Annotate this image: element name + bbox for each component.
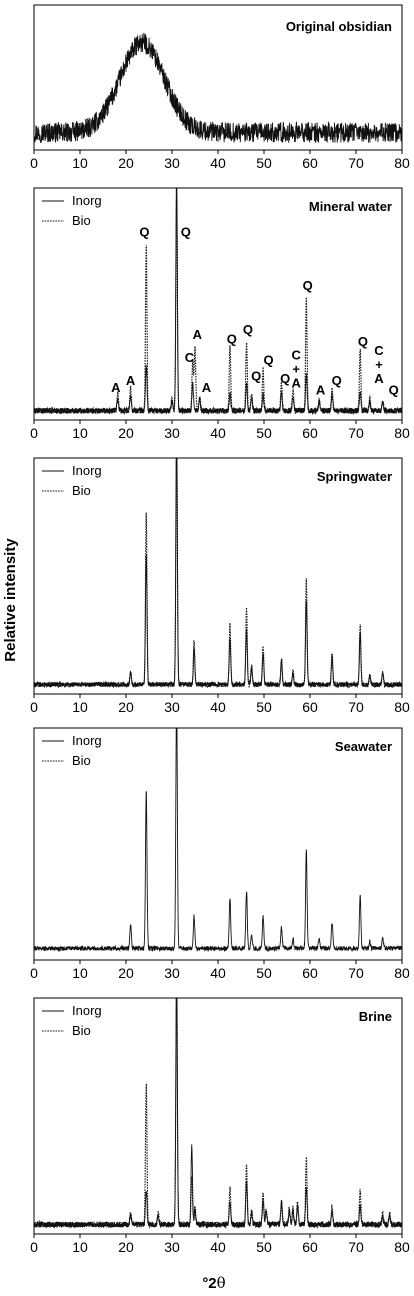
x-tick-label: 40 — [210, 425, 226, 441]
x-tick-label: 0 — [30, 1239, 38, 1255]
panel-title: Brine — [359, 1009, 392, 1024]
x-tick-label: 40 — [210, 155, 226, 171]
x-tick-label: 70 — [348, 425, 364, 441]
peak-label: A — [202, 380, 212, 395]
x-tick-label: 10 — [72, 155, 88, 171]
peak-label: Q — [251, 369, 261, 384]
x-tick-label: 60 — [302, 155, 318, 171]
peak-label: A — [316, 382, 326, 397]
chart-panel: 0 10 20 30 40 50 60 70 80 Springwater Inorg Bio — [30, 457, 410, 715]
legend-label-bio: Bio — [72, 1023, 91, 1038]
x-tick-label: 10 — [72, 965, 88, 981]
x-tick-label: 30 — [164, 425, 180, 441]
x-tick-label: 80 — [394, 699, 410, 715]
x-tick-label: 50 — [256, 1239, 272, 1255]
x-tick-label: 80 — [394, 155, 410, 171]
legend-label-inorg: Inorg — [72, 463, 102, 478]
peak-label: Q — [227, 331, 237, 346]
chart-panel: 0 10 20 30 40 50 60 70 80 Original obsidian — [30, 4, 410, 171]
x-axis-label: °2θ — [202, 1274, 225, 1292]
x-tick-label: 20 — [118, 965, 134, 981]
x-tick-label: 60 — [302, 1239, 318, 1255]
peak-label: C — [292, 348, 302, 363]
y-axis-label: Relative intensity — [2, 538, 19, 662]
panel-title: Original obsidian — [286, 19, 392, 34]
x-tick-label: 70 — [348, 699, 364, 715]
peak-label: A — [111, 380, 121, 395]
peak-label: C — [374, 343, 384, 358]
x-tick-label: 40 — [210, 699, 226, 715]
series-line-bio — [34, 196, 402, 416]
legend-label-bio: Bio — [72, 213, 91, 228]
x-tick-label: 60 — [302, 699, 318, 715]
legend-label-inorg: Inorg — [72, 193, 102, 208]
panel-title: Mineral water — [309, 199, 392, 214]
x-tick-label: 70 — [348, 1239, 364, 1255]
chart-panel: 0 10 20 30 40 50 60 70 80 Seawater Inorg Bio — [30, 727, 410, 981]
series-line-pattern — [34, 32, 402, 144]
panel-title: Springwater — [317, 469, 392, 484]
x-tick-label: 60 — [302, 425, 318, 441]
peak-label: A — [292, 376, 302, 391]
x-tick-label: 10 — [72, 1239, 88, 1255]
chart-panel: 0 10 20 30 40 50 60 70 80 Brine Inorg Bio — [30, 997, 410, 1255]
x-tick-label: 20 — [118, 1239, 134, 1255]
peak-label: + — [375, 357, 383, 372]
x-tick-label: 30 — [164, 155, 180, 171]
x-tick-label: 10 — [72, 699, 88, 715]
peak-label: Q — [303, 278, 313, 293]
panel-title: Seawater — [335, 739, 392, 754]
peak-label: Q — [243, 322, 253, 337]
peak-label: A — [126, 373, 136, 388]
x-tick-label: 10 — [72, 425, 88, 441]
x-tick-label: 30 — [164, 965, 180, 981]
peak-label: Q — [280, 371, 290, 386]
x-axis-label-theta: θ — [217, 1274, 226, 1292]
peak-label: C — [185, 350, 195, 365]
x-tick-label: 20 — [118, 425, 134, 441]
legend-label-bio: Bio — [72, 483, 91, 498]
x-tick-label: 70 — [348, 155, 364, 171]
x-tick-label: 80 — [394, 425, 410, 441]
x-tick-label: 20 — [118, 699, 134, 715]
x-tick-label: 0 — [30, 155, 38, 171]
peak-label: Q — [139, 225, 149, 240]
x-tick-label: 30 — [164, 1239, 180, 1255]
x-tick-label: 50 — [256, 155, 272, 171]
x-tick-label: 40 — [210, 1239, 226, 1255]
x-tick-label: 20 — [118, 155, 134, 171]
x-tick-label: 70 — [348, 965, 364, 981]
legend-label-inorg: Inorg — [72, 733, 102, 748]
legend-label-bio: Bio — [72, 753, 91, 768]
x-tick-label: 50 — [256, 965, 272, 981]
peak-label: Q — [332, 373, 342, 388]
x-tick-label: 60 — [302, 965, 318, 981]
x-tick-label: 40 — [210, 965, 226, 981]
x-tick-label: 0 — [30, 965, 38, 981]
peak-label: Q — [358, 334, 368, 349]
x-tick-label: 0 — [30, 425, 38, 441]
series-line-inorg — [34, 728, 402, 953]
x-tick-label: 50 — [256, 425, 272, 441]
series-line-bio — [34, 998, 402, 1230]
x-tick-label: 80 — [394, 965, 410, 981]
peak-label: Q — [389, 382, 399, 397]
peak-label: Q — [264, 352, 274, 367]
x-tick-label: 30 — [164, 699, 180, 715]
x-axis-label-degree: °2 — [202, 1275, 216, 1292]
x-tick-label: 50 — [256, 699, 272, 715]
peak-label: + — [292, 362, 300, 377]
x-tick-label: 0 — [30, 699, 38, 715]
peak-label: A — [193, 327, 203, 342]
peak-label: A — [374, 371, 384, 386]
series-line-bio — [34, 458, 402, 689]
legend-label-inorg: Inorg — [72, 1003, 102, 1018]
x-tick-label: 80 — [394, 1239, 410, 1255]
peak-label: Q — [181, 225, 191, 240]
